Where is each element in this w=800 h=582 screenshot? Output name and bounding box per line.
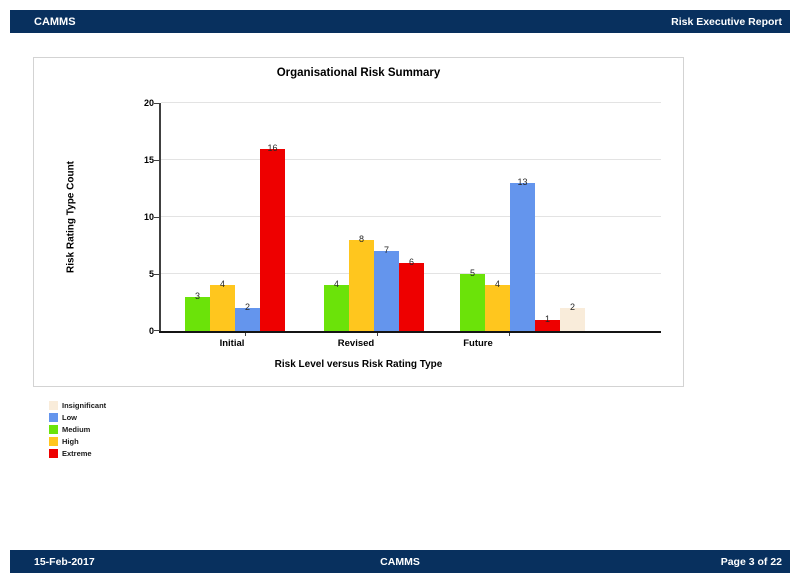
y-axis-line (159, 103, 161, 333)
legend-item-insignificant: Insignificant (49, 399, 106, 411)
legend-item-high: High (49, 435, 106, 447)
header-app-title: CAMMS (34, 15, 76, 28)
chart-container: Organisational Risk Summary 3 4 2 16 4 8 7 6 5 4 1… (33, 57, 684, 387)
legend-label: High (62, 436, 79, 446)
x-category-label-initial: Initial (219, 338, 245, 349)
chart-title: Organisational Risk Summary (276, 67, 441, 79)
legend-label: Low (62, 412, 77, 422)
gridline (161, 216, 661, 217)
bar-value-label: 13 (517, 177, 528, 187)
legend-swatch-insignificant (49, 400, 58, 410)
bar-low-initial: 2 (235, 303, 260, 331)
bar-value-label: 4 (494, 279, 500, 289)
bar-group-initial: 3 4 2 16 (185, 144, 285, 331)
bar-group-revised: 4 8 7 6 (324, 235, 424, 331)
bar-low-future: 13 (510, 178, 535, 331)
legend-swatch-high (49, 436, 58, 446)
y-tick-label: 5 (148, 269, 154, 279)
legend-swatch-medium (49, 424, 58, 434)
y-axis-tick (154, 274, 159, 275)
bar-extreme-initial: 16 (260, 144, 285, 331)
y-tick-label: 15 (143, 155, 154, 165)
bar-value-label: 2 (244, 302, 250, 312)
bar-value-label: 5 (469, 268, 475, 278)
legend-label: Medium (62, 424, 91, 434)
legend-label: Extreme (62, 448, 92, 458)
gridline (161, 159, 661, 160)
bar-value-label: 3 (194, 291, 200, 301)
report-footer-bar: 15-Feb-2017 CAMMS Page 3 of 22 (10, 550, 790, 573)
x-axis-tick (377, 332, 378, 336)
bar-group-future: 5 4 13 1 2 (460, 178, 585, 331)
bar-insignificant-future: 2 (560, 303, 585, 331)
bar-value-label: 4 (333, 279, 339, 289)
bar-medium-revised: 4 (324, 280, 349, 331)
bar-extreme-revised: 6 (399, 258, 424, 331)
footer-app-title: CAMMS (380, 555, 420, 568)
report-header-bar: CAMMS Risk Executive Report (10, 10, 790, 33)
y-axis-title: Risk Rating Type Count (65, 160, 77, 274)
legend-swatch-extreme (49, 448, 58, 458)
bar-value-label: 4 (219, 279, 225, 289)
legend-label: Insignificant (62, 400, 107, 410)
bar-value-label: 6 (408, 257, 414, 267)
y-axis-tick (154, 330, 159, 331)
bar-medium-future: 5 (460, 269, 485, 331)
footer-page-number: Page 3 of 22 (720, 555, 782, 568)
legend-item-medium: Medium (49, 423, 106, 435)
header-report-title: Risk Executive Report (671, 15, 782, 28)
bar-medium-initial: 3 (185, 292, 210, 331)
y-tick-label: 10 (143, 212, 154, 222)
x-axis-tick (245, 332, 246, 336)
plot-area: 3 4 2 16 4 8 7 6 5 4 13 1 2 (154, 102, 661, 336)
y-tick-label: 20 (143, 98, 154, 108)
y-tick-label: 0 (148, 326, 154, 336)
bar-high-revised: 8 (349, 235, 374, 331)
legend-swatch-low (49, 412, 58, 422)
x-category-label-revised: Revised (337, 338, 375, 349)
bar-high-initial: 4 (210, 280, 235, 331)
x-axis-title: Risk Level versus Risk Rating Type (274, 359, 443, 370)
x-axis-tick (509, 332, 510, 336)
y-axis-tick (154, 103, 159, 104)
gridline (161, 102, 661, 103)
bar-value-label: 8 (358, 234, 364, 244)
bar-value-label: 16 (267, 143, 278, 153)
x-axis-line (159, 331, 661, 333)
bar-value-label: 2 (569, 302, 575, 312)
x-category-label-future: Future (463, 338, 493, 349)
bar-low-revised: 7 (374, 246, 399, 331)
chart-legend: Insignificant Low Medium High Extreme (49, 399, 106, 459)
y-axis-tick (154, 160, 159, 161)
bar-high-future: 4 (485, 280, 510, 331)
bar-value-label: 7 (383, 245, 389, 255)
bar-extreme-future: 1 (535, 315, 560, 331)
footer-date: 15-Feb-2017 (34, 555, 95, 568)
y-axis-tick (154, 217, 159, 218)
legend-item-extreme: Extreme (49, 447, 106, 459)
legend-item-low: Low (49, 411, 106, 423)
bar-value-label: 1 (544, 314, 550, 324)
